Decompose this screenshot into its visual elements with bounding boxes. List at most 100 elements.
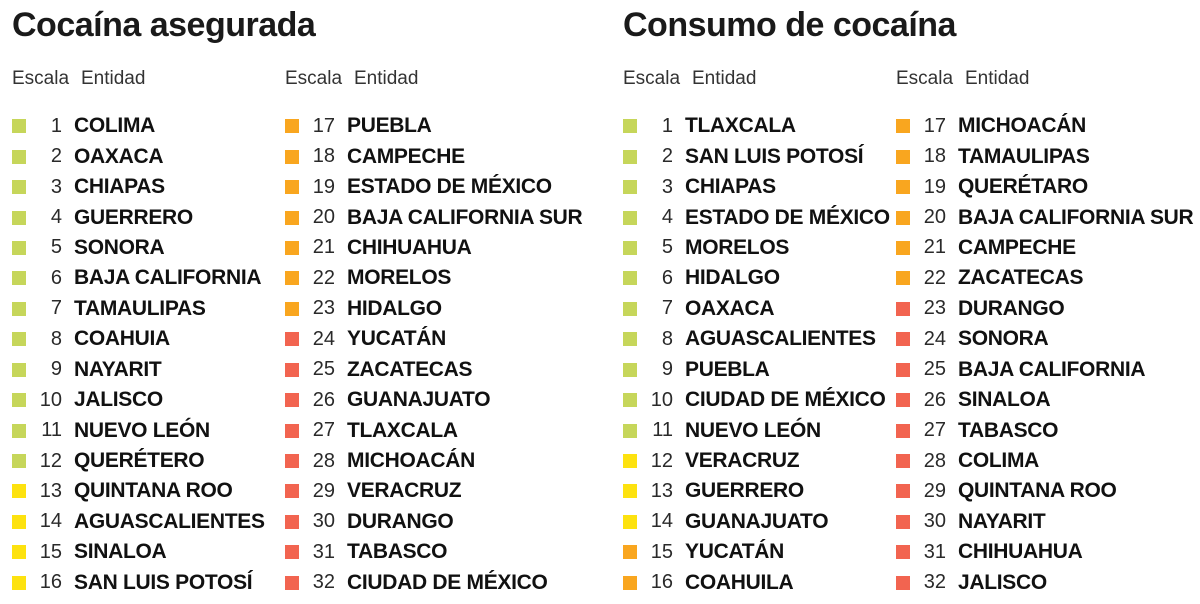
entity-name: QUERÉTERO [74, 449, 205, 473]
entity-name: MORELOS [685, 235, 790, 259]
scale-swatch [12, 575, 26, 590]
ranking-rows: 17 PUEBLA 18 CAMPECHE 19 ESTADO DE MÉXICO 20 BA… [285, 111, 583, 598]
ranking-row: 21 CHIHUAHUA [285, 233, 582, 263]
rank-number: 27 [312, 419, 335, 442]
scale-swatch [12, 514, 26, 529]
column-header: Escala Entidad [285, 68, 582, 94]
ranking-row: 7 TAMAULIPAS [12, 294, 265, 324]
rank-number: 1 [661, 114, 673, 137]
scale-swatch [12, 362, 26, 377]
entity-name: ZACATECAS [347, 357, 473, 381]
scale-swatch [623, 301, 637, 316]
ranking-row: 25 BAJA CALIFORNIA [896, 355, 1193, 385]
ranking-rows: 1 COLIMA 2 OAXACA 3 CHIAPAS 4 GUERRERO 5 SONORA 6 B… [12, 111, 265, 598]
scale-swatch [12, 210, 26, 225]
rank-number: 23 [312, 297, 335, 320]
entity-name: CHIHUAHUA [958, 540, 1083, 564]
scale-swatch [896, 210, 910, 225]
entity-header: Entidad [692, 68, 757, 89]
ranking-row: 24 SONORA [896, 324, 1193, 354]
ranking-row: 13 QUINTANA ROO [12, 476, 265, 506]
scale-swatch [12, 271, 26, 286]
panel-title: Consumo de cocaína [623, 6, 956, 44]
scale-swatch [896, 423, 910, 438]
rank-number: 7 [50, 297, 62, 320]
scale-swatch [285, 271, 299, 286]
ranking-row: 30 DURANGO [285, 507, 582, 537]
rank-number: 14 [39, 510, 62, 533]
ranking-row: 25 ZACATECAS [285, 355, 582, 385]
scale-swatch [12, 149, 26, 164]
ranking-row: 7 OAXACA [623, 294, 890, 324]
rank-number: 29 [312, 479, 335, 502]
ranking-row: 16 COAHUILA [623, 568, 890, 598]
entity-name: CAMPECHE [347, 144, 465, 168]
rank-number: 15 [650, 540, 673, 563]
entity-name: SAN LUIS POTOSÍ [685, 144, 864, 168]
scale-swatch [896, 301, 910, 316]
scale-swatch [285, 149, 299, 164]
ranking-column: Escala Entidad 17 PUEBLA 18 CAMPECHE 19 ESTADO… [285, 68, 583, 598]
rank-number: 30 [923, 510, 946, 533]
ranking-row: 20 BAJA CALIFORNIA SUR [896, 202, 1194, 232]
scale-swatch [285, 545, 299, 560]
scale-swatch [623, 362, 637, 377]
rank-number: 2 [661, 145, 673, 168]
scale-header: Escala [12, 68, 70, 89]
rank-number: 19 [923, 175, 946, 198]
ranking-row: 15 SINALOA [12, 537, 265, 567]
rank-number: 29 [923, 479, 946, 502]
ranking-row: 9 NAYARIT [12, 355, 265, 385]
scale-swatch [12, 423, 26, 438]
entity-header: Entidad [965, 68, 1030, 89]
scale-swatch [623, 210, 637, 225]
entity-name: TABASCO [347, 540, 448, 564]
rank-number: 15 [39, 540, 62, 563]
entity-name: ESTADO DE MÉXICO [347, 175, 552, 199]
rank-number: 25 [312, 358, 335, 381]
column-header: Escala Entidad [623, 68, 890, 94]
entity-header: Entidad [81, 68, 146, 89]
ranking-row: 23 DURANGO [896, 294, 1193, 324]
entity-name: CIUDAD DE MÉXICO [685, 388, 886, 412]
ranking-row: 10 JALISCO [12, 385, 265, 415]
rank-number: 28 [312, 449, 335, 472]
ranking-row: 1 COLIMA [12, 111, 265, 141]
entity-name: YUCATÁN [685, 540, 785, 564]
entity-name: COLIMA [958, 449, 1040, 473]
column-header: Escala Entidad [896, 68, 1193, 94]
ranking-row: 9 PUEBLA [623, 355, 890, 385]
scale-swatch [285, 210, 299, 225]
entity-name: SONORA [74, 235, 165, 259]
ranking-row: 22 ZACATECAS [896, 263, 1193, 293]
rank-number: 3 [50, 175, 62, 198]
rank-number: 1 [50, 114, 62, 137]
rank-number: 4 [661, 206, 673, 229]
entity-name: BAJA CALIFORNIA SUR [347, 205, 583, 229]
rank-number: 18 [312, 145, 335, 168]
entity-name: BAJA CALIFORNIA [958, 357, 1146, 381]
scale-swatch [12, 454, 26, 469]
ranking-row: 8 COAHUIA [12, 324, 265, 354]
ranking-row: 15 YUCATÁN [623, 537, 890, 567]
ranking-row: 14 AGUASCALIENTES [12, 507, 265, 537]
entity-header: Entidad [354, 68, 419, 89]
entity-name: TLAXCALA [685, 114, 796, 138]
entity-name: MICHOACÁN [958, 114, 1086, 138]
entity-name: CHIAPAS [685, 175, 776, 199]
entity-name: COAHUILA [685, 570, 794, 594]
rank-number: 5 [661, 236, 673, 259]
entity-name: PUEBLA [685, 357, 770, 381]
entity-name: ESTADO DE MÉXICO [685, 205, 890, 229]
ranking-row: 4 GUERRERO [12, 202, 265, 232]
entity-name: MORELOS [347, 266, 452, 290]
ranking-row: 14 GUANAJUATO [623, 507, 890, 537]
entity-name: QUINTANA ROO [74, 479, 233, 503]
scale-swatch [285, 454, 299, 469]
ranking-row: 17 PUEBLA [285, 111, 582, 141]
ranking-row: 3 CHIAPAS [12, 172, 265, 202]
rank-number: 25 [923, 358, 946, 381]
ranking-row: 29 QUINTANA ROO [896, 476, 1193, 506]
scale-swatch [896, 362, 910, 377]
scale-swatch [12, 393, 26, 408]
